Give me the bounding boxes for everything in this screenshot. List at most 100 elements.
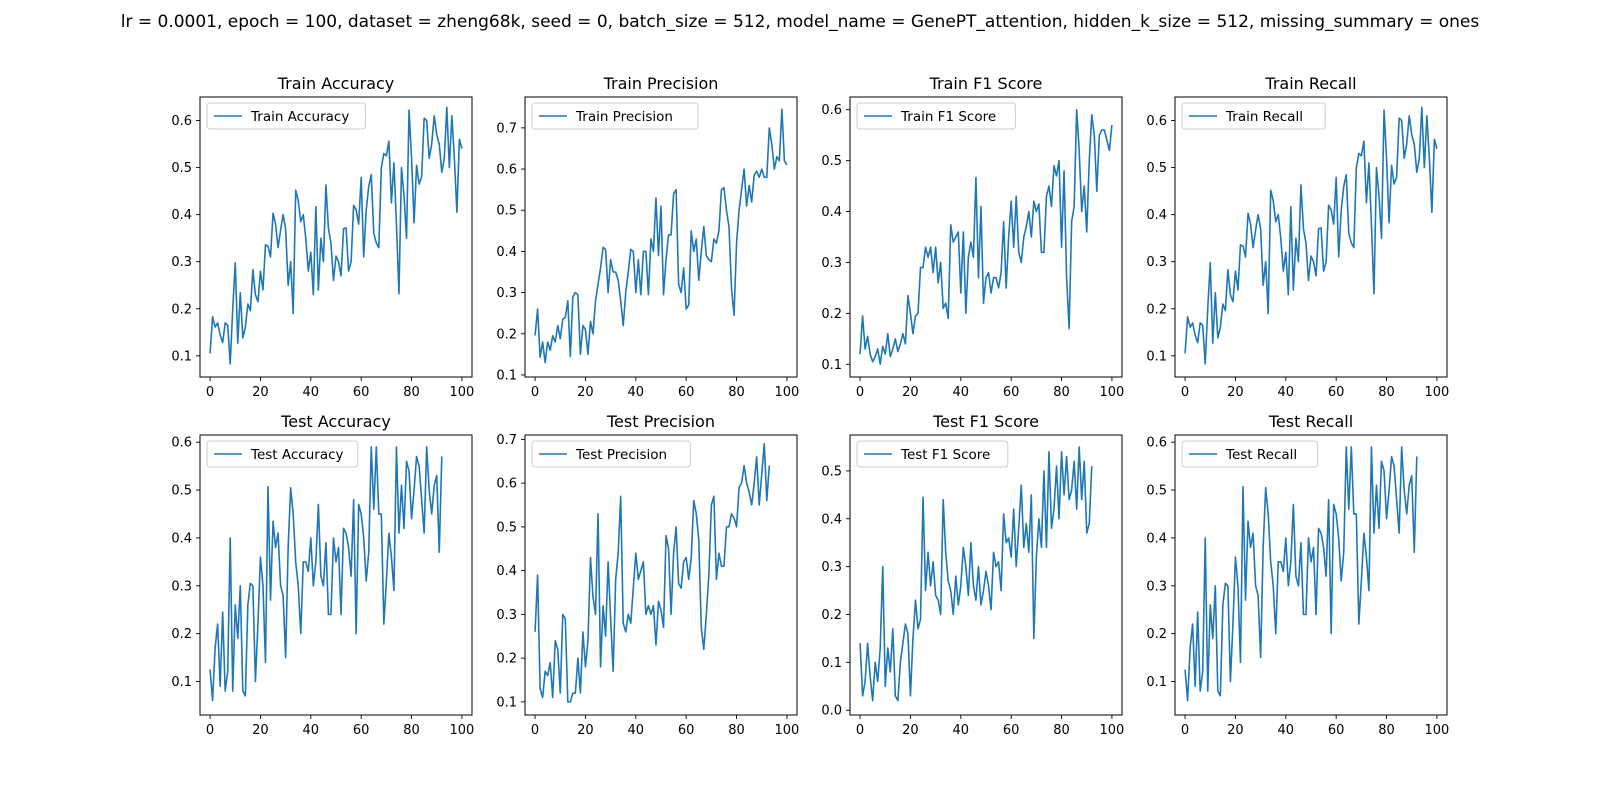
x-tick-label: 80 <box>728 385 745 400</box>
x-tick-label: 0 <box>531 385 539 400</box>
axes-frame <box>1174 96 1448 378</box>
y-tick-label: 0.6 <box>171 114 192 129</box>
axes-frame <box>849 96 1123 378</box>
x-tick-label: 20 <box>577 723 594 738</box>
y-tick-label: 0.3 <box>496 608 517 623</box>
x-tick-label: 100 <box>1425 723 1450 738</box>
x-tick-label: 60 <box>1003 723 1020 738</box>
x-tick-label: 80 <box>1378 723 1395 738</box>
chart-title: Test F1 Score <box>932 412 1039 431</box>
series-line <box>534 442 771 703</box>
y-tick-label: 0.6 <box>171 436 192 451</box>
y-tick-label: 0.3 <box>821 560 842 575</box>
x-tick-label: 100 <box>1100 385 1125 400</box>
y-tick-label: 0.3 <box>496 286 517 301</box>
y-tick-label: 0.1 <box>1146 349 1167 364</box>
series-line <box>859 446 1093 702</box>
x-tick-label: 80 <box>403 723 420 738</box>
legend-box <box>1181 440 1319 468</box>
y-tick-label: 0.5 <box>171 484 192 499</box>
legend-label: Train F1 Score <box>900 109 996 125</box>
x-tick-label: 40 <box>628 385 645 400</box>
y-tick-label: 0.3 <box>1146 255 1167 270</box>
y-tick-label: 0.1 <box>171 675 192 690</box>
x-tick-label: 40 <box>953 385 970 400</box>
x-tick-label: 40 <box>303 385 320 400</box>
x-tick-label: 20 <box>252 385 269 400</box>
legend-label: Test Precision <box>575 447 667 463</box>
x-tick-label: 0 <box>856 385 864 400</box>
x-tick-label: 60 <box>1328 723 1345 738</box>
y-tick-label: 0.2 <box>1146 627 1167 642</box>
legend: Test Precision <box>531 440 691 468</box>
y-tick-label: 0.2 <box>821 307 842 322</box>
x-tick-label: 80 <box>1378 385 1395 400</box>
y-tick-label: 0.5 <box>496 204 517 219</box>
series-line <box>1184 446 1418 702</box>
legend-box <box>206 440 359 468</box>
x-tick-label: 60 <box>678 723 695 738</box>
x-tick-label: 80 <box>1053 385 1070 400</box>
y-tick-label: 0.5 <box>496 520 517 535</box>
axes-frame <box>199 96 473 378</box>
x-tick-label: 80 <box>1053 723 1070 738</box>
legend-label: Train Accuracy <box>250 109 349 125</box>
chart-panel: Test Recall 0 20 40 60 80 100 0.1 0.2 0.3 0.4 0.5 0.… <box>1146 412 1449 738</box>
x-tick-label: 20 <box>902 385 919 400</box>
chart-panel: Test Precision 0 20 40 60 80 100 0.1 0.2 0.3 0.4 0.… <box>496 412 799 738</box>
x-tick-label: 40 <box>628 723 645 738</box>
axes-frame <box>524 96 798 378</box>
series-line <box>534 108 788 364</box>
y-tick-label: 0.6 <box>496 163 517 178</box>
x-tick-label: 80 <box>728 723 745 738</box>
x-tick-label: 40 <box>1278 723 1295 738</box>
chart-title: Train Accuracy <box>277 74 395 93</box>
y-tick-label: 0.4 <box>171 208 192 223</box>
x-tick-label: 20 <box>1227 723 1244 738</box>
y-tick-label: 0.2 <box>496 327 517 342</box>
x-tick-label: 60 <box>353 723 370 738</box>
legend: Train Precision <box>531 102 699 130</box>
legend: Test Recall <box>1181 440 1319 468</box>
legend-box <box>856 440 1009 468</box>
y-tick-label: 0.6 <box>496 477 517 492</box>
y-tick-label: 0.1 <box>171 349 192 364</box>
y-tick-label: 0.4 <box>1146 208 1167 223</box>
series-line <box>859 108 1113 366</box>
axes-frame <box>524 434 798 716</box>
x-tick-label: 80 <box>403 385 420 400</box>
x-tick-label: 20 <box>577 385 594 400</box>
y-tick-label: 0.5 <box>171 161 192 176</box>
y-tick-label: 0.2 <box>171 627 192 642</box>
legend-box <box>531 440 691 468</box>
x-tick-label: 100 <box>1425 385 1450 400</box>
x-tick-label: 60 <box>1003 385 1020 400</box>
legend: Test F1 Score <box>856 440 1009 468</box>
x-tick-label: 20 <box>252 723 269 738</box>
y-tick-label: 0.2 <box>1146 302 1167 317</box>
x-tick-label: 20 <box>902 723 919 738</box>
chart-title: Test Precision <box>606 412 715 431</box>
legend: Train Accuracy <box>206 102 366 130</box>
chart-title: Train Precision <box>603 74 719 93</box>
chart-panel: Train Precision 0 20 40 60 80 100 0.1 0.2 0.3 0.4 0… <box>496 74 799 400</box>
chart-panel: Train Accuracy 0 20 40 60 80 100 0.1 0.2 0.3 0.4 0.… <box>171 74 474 400</box>
x-tick-label: 0 <box>856 723 864 738</box>
chart-panel: Train Recall 0 20 40 60 80 100 0.1 0.2 0.3 0.4 0.5 0… <box>1146 74 1449 400</box>
legend-label: Test Accuracy <box>250 447 344 463</box>
x-tick-label: 40 <box>303 723 320 738</box>
series-line <box>209 446 443 702</box>
series-line <box>1184 106 1438 365</box>
y-tick-label: 0.5 <box>821 154 842 169</box>
y-tick-label: 0.2 <box>171 302 192 317</box>
chart-panel: Test F1 Score 0 20 40 60 80 100 0.0 0.1 0.2 0.3 0.4… <box>821 412 1124 738</box>
y-tick-label: 0.4 <box>171 531 192 546</box>
x-tick-label: 100 <box>775 723 800 738</box>
y-tick-label: 0.2 <box>821 608 842 623</box>
legend-box <box>531 102 699 130</box>
x-tick-label: 60 <box>678 385 695 400</box>
y-tick-label: 0.4 <box>496 245 517 260</box>
x-tick-label: 0 <box>206 385 214 400</box>
x-tick-label: 0 <box>1181 723 1189 738</box>
